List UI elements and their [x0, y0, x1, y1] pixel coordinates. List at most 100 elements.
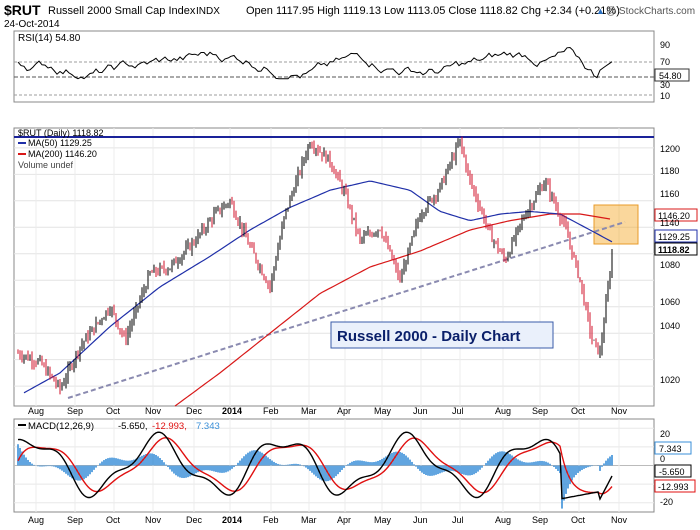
histogram-bar: [91, 465, 93, 473]
histogram-bar: [31, 463, 33, 466]
histogram-bar: [287, 464, 289, 466]
histogram-bar: [555, 465, 557, 469]
histogram-bar: [429, 465, 431, 476]
histogram-bar: [283, 464, 285, 466]
rsi-tick-10: 10: [660, 91, 670, 101]
month-label: Sep: [532, 406, 548, 416]
histogram-bar: [575, 465, 577, 475]
histogram-bar: [331, 465, 333, 480]
month-label: May: [374, 406, 392, 416]
macd-legend-name: MACD(12,26,9): [28, 421, 94, 432]
histogram-bar: [495, 453, 497, 466]
histogram-bar: [213, 465, 215, 472]
histogram-bar: [257, 450, 259, 466]
month-axis-middle: Aug Sep Oct Nov Dec 2014 Feb Mar Apr May Jun Jul Aug…: [28, 406, 628, 416]
histogram-bar: [241, 458, 243, 466]
histogram-bar: [309, 465, 311, 471]
histogram-bar: [449, 465, 451, 471]
histogram-bar: [431, 465, 433, 476]
histogram-bar: [151, 453, 153, 466]
histogram-bar: [401, 452, 403, 466]
histogram-bar: [453, 465, 455, 472]
histogram-bar: [139, 456, 141, 466]
histogram-bar: [379, 460, 381, 466]
histogram-bar: [475, 465, 477, 474]
histogram-bar: [599, 465, 601, 471]
histogram-bar: [577, 465, 579, 473]
histogram-bar: [205, 465, 207, 471]
signal-tag-box: [654, 479, 696, 493]
month-label: Apr: [337, 406, 351, 416]
price-legend-volume: Volume undef: [18, 160, 74, 170]
macd-line: [17, 431, 613, 501]
chart-header: $RUT Russell 2000 Small Cap Index INDX 2…: [4, 2, 695, 30]
histogram-bar: [531, 462, 533, 466]
index-name: Russell 2000 Small Cap Index: [48, 5, 196, 17]
month-label: Oct: [106, 406, 121, 416]
macd-tick-20: 20: [660, 429, 670, 439]
histogram-bar: [33, 464, 35, 466]
histogram-bar: [405, 455, 407, 466]
price-tick-1160: 1160: [660, 189, 679, 199]
histogram-bar: [607, 458, 609, 466]
annotation-text: Russell 2000 - Daily Chart: [337, 328, 520, 345]
histogram-bar: [303, 465, 305, 467]
target-zone: [593, 204, 639, 245]
histogram-bar: [191, 465, 193, 476]
histogram-bar: [489, 458, 491, 466]
month-label: Jun: [413, 515, 428, 525]
histogram-bar: [343, 465, 345, 468]
histogram-bar: [325, 465, 327, 482]
histogram-bar: [143, 454, 145, 466]
histogram-bar: [185, 465, 187, 478]
histogram-bar: [341, 465, 343, 470]
histogram-bar: [127, 460, 129, 466]
histogram-bar: [493, 454, 495, 466]
month-label: Nov: [611, 406, 628, 416]
histogram-bar: [217, 465, 219, 473]
histogram-bar: [47, 465, 49, 467]
histogram-bar: [277, 463, 279, 466]
histogram-bar: [579, 465, 581, 472]
histogram-bar: [169, 465, 171, 470]
rsi-tick-70: 70: [660, 57, 670, 67]
watermark: @ StockCharts.com: [606, 6, 695, 17]
histogram-bar: [157, 456, 159, 466]
histogram-bar: [311, 465, 313, 473]
hist-tag-box: [654, 441, 692, 455]
histogram-bar: [239, 460, 241, 466]
histogram-bar: [281, 464, 283, 466]
histogram-bar: [145, 454, 147, 466]
price-tick-1140: 1140: [660, 218, 679, 228]
month-label: Mar: [301, 406, 317, 416]
histogram-bar: [337, 465, 339, 475]
ma50-line: [23, 180, 613, 394]
histogram-bar: [93, 465, 95, 470]
histogram-bar: [269, 459, 271, 466]
histogram-bar: [75, 465, 77, 481]
month-label: Nov: [145, 406, 162, 416]
month-label: Aug: [28, 515, 44, 525]
histogram-bar: [265, 455, 267, 466]
histogram-bar: [523, 462, 525, 466]
histogram-bar: [321, 465, 323, 481]
histogram-bar: [271, 460, 273, 466]
hist-tag: 7.343: [659, 444, 682, 454]
month-label: Aug: [28, 406, 44, 416]
histogram-bar: [129, 460, 131, 466]
histogram-bar: [211, 465, 213, 471]
histogram-bar: [305, 465, 307, 468]
histogram-bar: [569, 465, 571, 485]
histogram-bar: [585, 465, 587, 468]
macd-legend-macd: -5.650,: [118, 421, 148, 432]
histogram-bar: [479, 465, 481, 470]
histogram-bar: [167, 465, 169, 468]
histogram-bar: [219, 465, 221, 473]
histogram-bar: [193, 465, 195, 475]
symbol: $RUT: [4, 2, 41, 18]
histogram-bar: [45, 465, 47, 467]
price-bars: [17, 136, 613, 395]
histogram-bar: [351, 461, 353, 466]
price-legend-main: $RUT (Daily) 1118.82: [18, 128, 104, 138]
